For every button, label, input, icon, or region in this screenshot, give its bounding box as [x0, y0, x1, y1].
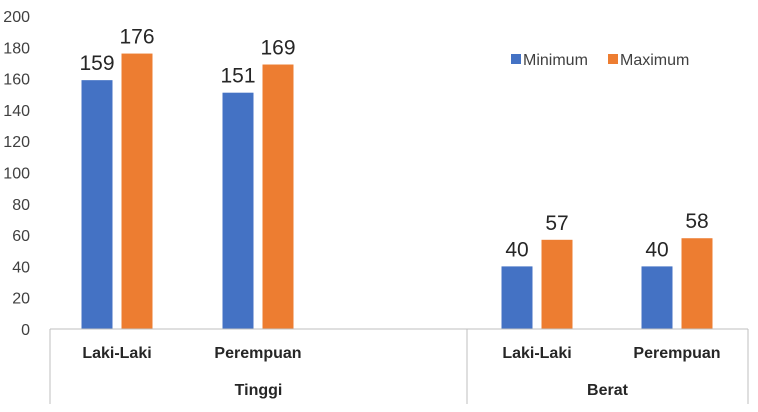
x-group-label: Berat: [587, 382, 629, 399]
y-tick-label: 100: [3, 166, 30, 183]
data-label: 151: [220, 65, 255, 88]
x-group-label: Tinggi: [235, 382, 283, 399]
y-tick-label: 200: [3, 9, 30, 26]
bar-maximum: [121, 53, 153, 330]
bars: [81, 53, 713, 330]
y-tick-label: 80: [12, 197, 30, 214]
y-tick-label: 40: [12, 259, 30, 276]
y-tick-label: 0: [21, 322, 30, 339]
legend-label: Maximum: [620, 52, 689, 69]
data-label: 159: [79, 52, 114, 75]
data-label: 169: [260, 37, 295, 60]
data-label: 58: [685, 210, 708, 233]
x-category-label: Laki-Laki: [502, 345, 571, 362]
bar-maximum: [541, 239, 573, 329]
data-label: 176: [119, 26, 154, 49]
bar-minimum: [81, 80, 113, 329]
y-tick-label: 160: [3, 72, 30, 89]
y-tick-label: 120: [3, 134, 30, 151]
bar-maximum: [681, 238, 713, 329]
legend-swatch-minimum: [511, 54, 521, 64]
data-label: 40: [645, 238, 668, 261]
bar-maximum: [262, 64, 294, 329]
data-labels: 159 151 40 40 176 169 57 58: [79, 26, 708, 262]
x-category-label: Laki-Laki: [82, 345, 151, 362]
bar-minimum: [641, 266, 673, 329]
y-tick-label: 140: [3, 103, 30, 120]
legend: Minimum Maximum: [511, 52, 689, 69]
y-tick-label: 60: [12, 228, 30, 245]
legend-swatch-maximum: [608, 54, 618, 64]
x-category-label: Perempuan: [214, 345, 301, 362]
bar-minimum: [501, 266, 533, 329]
x-axis: Laki-Laki Perempuan Tinggi Laki-Laki Perempu…: [49, 328, 749, 404]
y-tick-label: 20: [12, 291, 30, 308]
y-axis-tick-labels: 0 20 40 60 80 100 120 140 160 180 200: [3, 9, 30, 339]
legend-label: Minimum: [523, 52, 588, 69]
data-label: 57: [545, 212, 568, 235]
x-category-label: Perempuan: [633, 345, 720, 362]
bar-minimum: [222, 92, 254, 329]
y-tick-label: 180: [3, 40, 30, 57]
data-label: 40: [505, 238, 528, 261]
